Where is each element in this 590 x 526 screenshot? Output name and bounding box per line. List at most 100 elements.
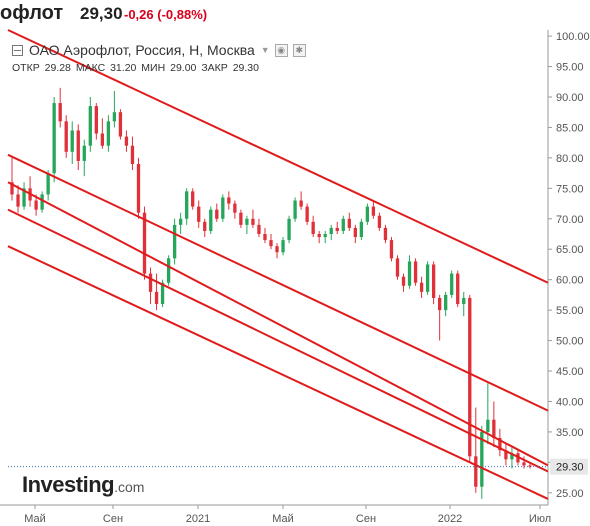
y-tick-label: 70.00 bbox=[556, 214, 584, 226]
last-price: 29,30 bbox=[80, 4, 123, 23]
x-tick-label: 2021 bbox=[186, 513, 210, 525]
candle-body bbox=[64, 121, 68, 152]
logo-domain: .com bbox=[114, 479, 145, 495]
logo-brand: Investing bbox=[22, 472, 115, 497]
candle-body bbox=[34, 200, 38, 210]
candle-body bbox=[46, 173, 50, 195]
candle-body bbox=[166, 258, 171, 283]
open-label: ОТКР bbox=[12, 62, 40, 74]
candle-body bbox=[215, 209, 219, 219]
candle-body bbox=[118, 112, 123, 137]
y-tick-label: 55.00 bbox=[556, 305, 584, 317]
y-tick-label: 40.00 bbox=[556, 396, 584, 408]
quote-header: офлот 29,30 -0,26 (-0,88%) bbox=[0, 0, 590, 30]
trend-line bbox=[7, 181, 549, 467]
candle-body bbox=[335, 227, 339, 231]
candle-body bbox=[413, 261, 418, 283]
instrument-title: ОАО Аэрофлот, Россия, Н, Москва bbox=[29, 42, 255, 58]
candle-body bbox=[347, 218, 351, 228]
candle-body bbox=[112, 112, 117, 122]
candle-body bbox=[401, 276, 406, 286]
y-tick-label: 65.00 bbox=[556, 244, 584, 256]
candle-body bbox=[456, 273, 460, 305]
candle-body bbox=[522, 462, 526, 466]
x-tick-label: Май bbox=[272, 513, 294, 525]
y-tick-label: 85.00 bbox=[556, 122, 584, 134]
dropdown-caret-icon[interactable]: ▼ bbox=[260, 45, 270, 55]
candle-body bbox=[88, 106, 92, 146]
y-tick-label: 90.00 bbox=[556, 92, 584, 104]
candle-body bbox=[281, 240, 285, 253]
y-tick-label: 80.00 bbox=[556, 153, 584, 165]
eye-icon[interactable]: ◉ bbox=[274, 43, 288, 57]
trend-line bbox=[7, 208, 549, 473]
candle-body bbox=[227, 197, 231, 204]
candle-body bbox=[221, 197, 225, 219]
candle-body bbox=[16, 194, 20, 207]
candle-body bbox=[437, 297, 442, 311]
candle-body bbox=[486, 419, 490, 432]
candle-body bbox=[450, 273, 454, 295]
candle-body bbox=[407, 261, 412, 286]
ticker-name: офлот bbox=[0, 2, 64, 24]
candle-body bbox=[10, 182, 14, 195]
candle-body bbox=[389, 240, 394, 259]
y-tick-label: 60.00 bbox=[556, 275, 584, 287]
candle-body bbox=[148, 273, 153, 292]
low-value: 29.00 bbox=[170, 62, 197, 74]
ohlc-values: ОТКР 29.28 МАКС 31.20 МИН 29.00 ЗАКР 29.… bbox=[12, 62, 306, 74]
investing-logo: Investing.com bbox=[22, 472, 144, 498]
candle-body bbox=[269, 240, 273, 247]
candle-body bbox=[185, 191, 189, 219]
y-tick-label: 45.00 bbox=[556, 366, 584, 378]
open-value: 29.28 bbox=[44, 62, 71, 74]
candle-body bbox=[160, 282, 165, 305]
candle-body bbox=[257, 224, 261, 235]
candle-body bbox=[70, 130, 74, 152]
candle-body bbox=[263, 234, 267, 241]
candle-body bbox=[504, 450, 508, 460]
candle-body bbox=[172, 224, 177, 259]
trend-line bbox=[7, 29, 549, 284]
candle-body bbox=[365, 206, 370, 222]
y-tick-label: 50.00 bbox=[556, 336, 584, 348]
collapse-box-icon[interactable] bbox=[12, 44, 23, 56]
candle-body bbox=[510, 453, 514, 460]
candle-body bbox=[474, 456, 478, 487]
gear-icon[interactable]: ✱ bbox=[292, 43, 306, 57]
last-price-tag-label: 29.30 bbox=[556, 462, 584, 474]
x-tick-label: Май bbox=[24, 513, 46, 525]
y-tick-label: 100.00 bbox=[556, 31, 590, 43]
x-tick-label: Сен bbox=[356, 513, 376, 525]
trend-line bbox=[7, 245, 549, 500]
candle-body bbox=[492, 419, 496, 439]
candle-body bbox=[52, 103, 56, 174]
candle-body bbox=[251, 218, 255, 225]
candle-body bbox=[480, 431, 484, 487]
candle-body bbox=[299, 200, 303, 207]
candle-body bbox=[203, 221, 207, 231]
candle-body bbox=[341, 218, 345, 231]
close-label: ЗАКР bbox=[201, 62, 228, 74]
y-tick-label: 35.00 bbox=[556, 427, 584, 439]
x-tick-label: Сен bbox=[103, 513, 123, 525]
candle-body bbox=[317, 234, 321, 238]
x-tick-label: Июл bbox=[529, 513, 551, 525]
y-tick-label: 25.00 bbox=[556, 488, 584, 500]
candle-body bbox=[377, 215, 382, 228]
candle-body bbox=[154, 291, 159, 305]
candle-body bbox=[136, 163, 141, 213]
candle-body bbox=[371, 206, 376, 216]
close-value: 29.30 bbox=[232, 62, 259, 74]
price-change: -0,26 (-0,88%) bbox=[124, 7, 208, 22]
high-value: 31.20 bbox=[110, 62, 137, 74]
candle-body bbox=[191, 191, 195, 207]
candle-body bbox=[106, 121, 111, 146]
candle-body bbox=[58, 103, 62, 122]
candle-body bbox=[94, 106, 98, 134]
low-label: МИН bbox=[141, 62, 166, 74]
candle-body bbox=[293, 200, 297, 219]
candle-body bbox=[287, 218, 291, 241]
candle-body bbox=[353, 227, 357, 238]
